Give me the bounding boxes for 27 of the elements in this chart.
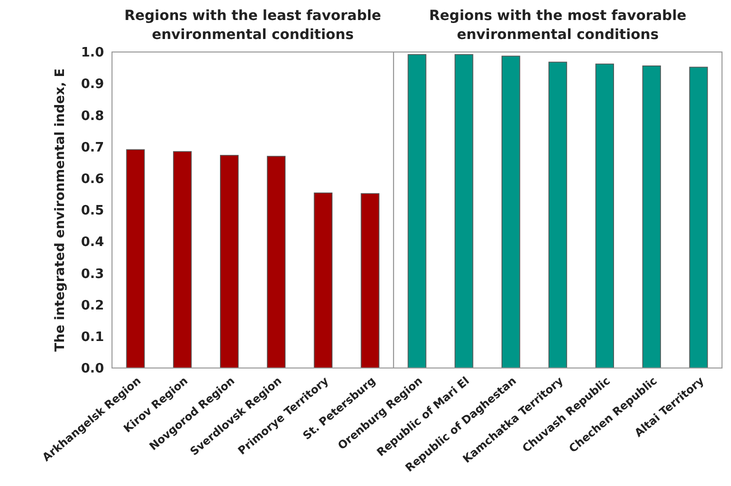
- chart-title: Regions with the most favorable environmental conditions: [429, 8, 686, 43]
- bar: [266, 156, 286, 368]
- y-tick-label: 0.9: [80, 77, 104, 92]
- y-tick-label: 0.0: [80, 362, 104, 377]
- bar: [595, 64, 614, 368]
- y-tick-label: 0.7: [80, 140, 104, 156]
- bar: [220, 154, 239, 368]
- bar: [642, 66, 661, 368]
- y-tick-label: 0.6: [80, 172, 104, 187]
- bar: [502, 56, 520, 368]
- chart-title: Regions with the least favorable environmental conditions: [124, 8, 382, 43]
- bar: [173, 151, 192, 368]
- y-tick-label: 0.4: [80, 235, 104, 250]
- y-tick-label: 0.8: [80, 108, 104, 124]
- y-tick-label: 1.0: [80, 46, 104, 61]
- bar: [126, 149, 145, 368]
- y-tick-label: 0.2: [80, 298, 104, 314]
- y-tick-label: 0.5: [80, 204, 104, 219]
- bar: [454, 54, 474, 368]
- bar: [314, 192, 332, 368]
- y-tick-label: 0.1: [80, 330, 104, 345]
- bar: [360, 193, 380, 368]
- bar: [548, 62, 568, 368]
- bar: [408, 54, 426, 368]
- bar: [689, 66, 708, 368]
- y-tick-label: 0.3: [80, 266, 104, 282]
- y-axis-title: The integrated environmental index, E: [53, 68, 68, 352]
